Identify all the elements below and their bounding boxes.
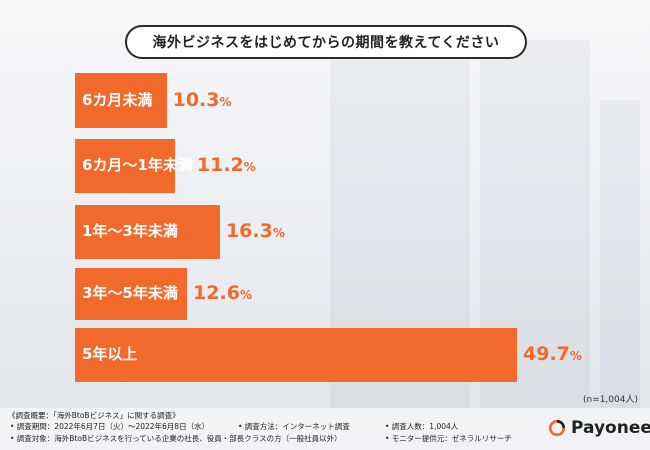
bar-value-label: 16.3% bbox=[225, 220, 285, 242]
footer-period: • 調査期間：2022年6月7日（火）〜2022年6月8日（水） bbox=[10, 422, 210, 431]
bar-category-label: 5年以上 bbox=[82, 345, 138, 363]
bar-value-label: 10.3% bbox=[172, 88, 232, 111]
brand-name: Payoneer bbox=[571, 418, 650, 438]
bar-category-label: 6カ月〜1年未満 bbox=[82, 156, 193, 174]
footer-provider: • モニター提供元：ゼネラルリサーチ bbox=[385, 434, 512, 443]
payoneer-logo: Payoneer bbox=[548, 418, 650, 438]
bar-value-label: 11.2% bbox=[196, 154, 256, 176]
bar-category-label: 3年〜5年未満 bbox=[82, 284, 178, 302]
footer-count: • 調査人数：1,004人 bbox=[385, 422, 459, 431]
bar-category-label: 1年〜3年未満 bbox=[82, 222, 178, 240]
sample-size-note: (n=1,004人) bbox=[582, 395, 638, 405]
background-building bbox=[600, 100, 640, 408]
bar-value-label: 49.7% bbox=[523, 343, 582, 365]
bar-2 bbox=[75, 139, 175, 193]
footer-target: • 調査対象：海外BtoBビジネスを行っている企業の社長、役員・部長クラスの方（… bbox=[10, 434, 342, 443]
payoneer-logo-icon bbox=[548, 419, 566, 437]
bar-category-label: 6カ月未満 bbox=[82, 90, 153, 109]
footer-method: • 調査方法：インターネット調査 bbox=[238, 422, 350, 431]
bar-3 bbox=[75, 205, 220, 259]
survey-footer: 《調査概要：「海外BtoBビジネス」に関する調査》 • 調査期間：2022年6月… bbox=[0, 408, 650, 450]
bar-1 bbox=[75, 73, 167, 128]
bar-4 bbox=[75, 268, 188, 320]
chart-title: 海外ビジネスをはじめてからの期間を教えてください bbox=[125, 25, 527, 59]
footer-heading: 《調査概要：「海外BtoBビジネス」に関する調査》 bbox=[8, 411, 180, 420]
bar-value-label: 12.6% bbox=[193, 282, 252, 304]
bar-5 bbox=[75, 328, 517, 382]
